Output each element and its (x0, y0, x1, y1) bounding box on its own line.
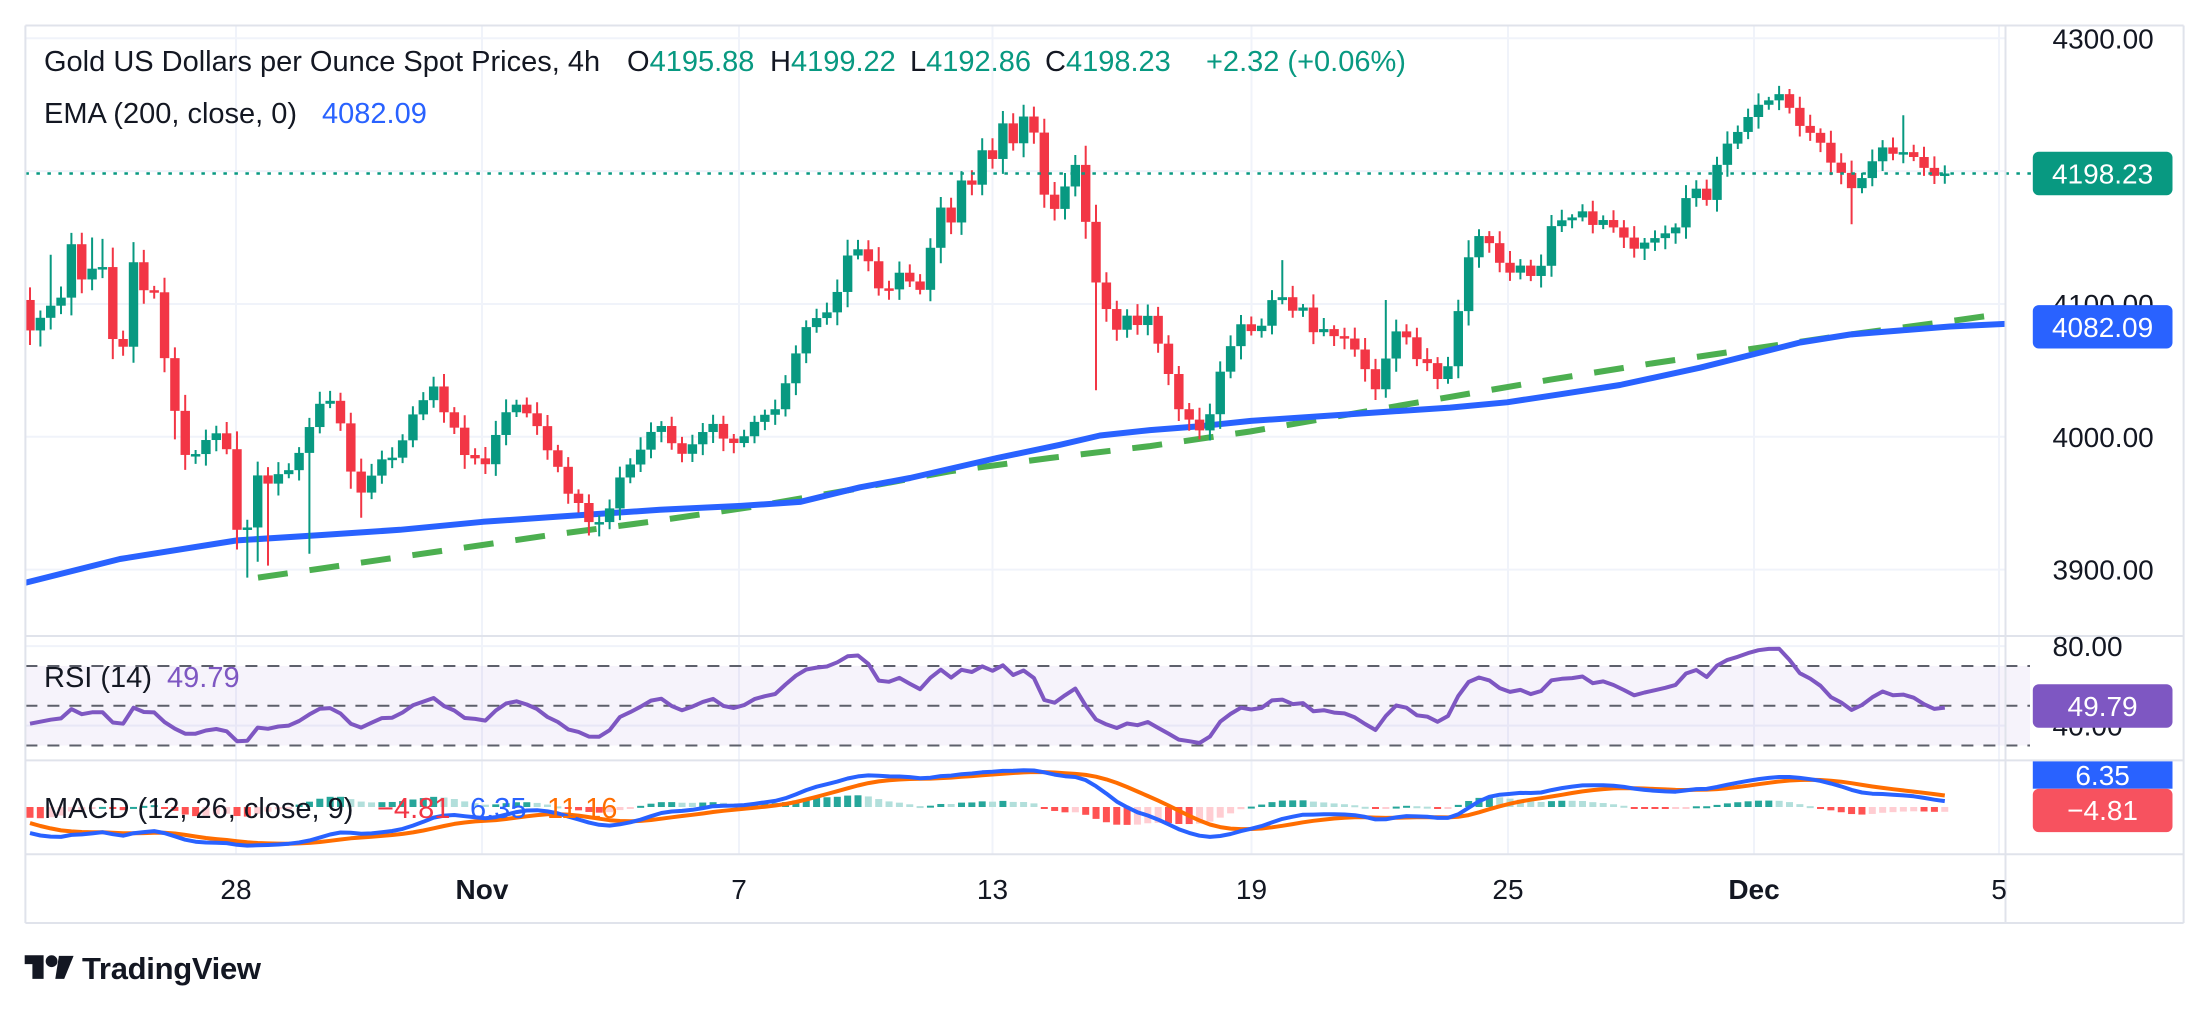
svg-text:−4.81: −4.81 (2067, 795, 2138, 826)
svg-text:MACD (12, 26, close, 9): MACD (12, 26, close, 9) (44, 793, 353, 825)
svg-text:4300.00: 4300.00 (2053, 23, 2154, 54)
svg-text:−4.81: −4.81 (377, 793, 450, 825)
svg-text:28: 28 (220, 874, 251, 905)
svg-text:19: 19 (1236, 874, 1267, 905)
svg-text:6.35: 6.35 (470, 793, 526, 825)
svg-text:4000.00: 4000.00 (2053, 422, 2154, 453)
svg-text:EMA (200, close, 0): EMA (200, close, 0) (44, 98, 297, 130)
svg-text:TradingView: TradingView (82, 951, 262, 986)
svg-text:25: 25 (1492, 874, 1523, 905)
svg-text:4198.23: 4198.23 (2052, 159, 2153, 190)
svg-text:O4195.88: O4195.88 (627, 46, 754, 78)
svg-text:H4199.22: H4199.22 (770, 46, 896, 78)
svg-text:49.79: 49.79 (167, 662, 240, 694)
svg-text:Dec: Dec (1728, 874, 1779, 905)
svg-text:Gold US Dollars per Ounce Spot: Gold US Dollars per Ounce Spot Prices, 4… (44, 46, 600, 78)
svg-text:13: 13 (977, 874, 1008, 905)
svg-text:49.79: 49.79 (2068, 691, 2138, 722)
svg-text:6.35: 6.35 (2075, 760, 2130, 791)
svg-text:5: 5 (1991, 874, 2007, 905)
svg-text:RSI (14): RSI (14) (44, 662, 152, 694)
svg-text:7: 7 (731, 874, 747, 905)
svg-text:80.00: 80.00 (2053, 631, 2123, 662)
svg-text:4082.09: 4082.09 (2052, 312, 2153, 343)
svg-text:4082.09: 4082.09 (322, 98, 427, 130)
svg-text:Nov: Nov (456, 874, 509, 905)
svg-text:L4192.86: L4192.86 (910, 46, 1031, 78)
svg-text:11.16: 11.16 (547, 793, 617, 825)
svg-text:3900.00: 3900.00 (2053, 555, 2154, 586)
svg-text:C4198.23: C4198.23 (1045, 46, 1171, 78)
svg-text:+2.32 (+0.06%): +2.32 (+0.06%) (1206, 46, 1406, 78)
